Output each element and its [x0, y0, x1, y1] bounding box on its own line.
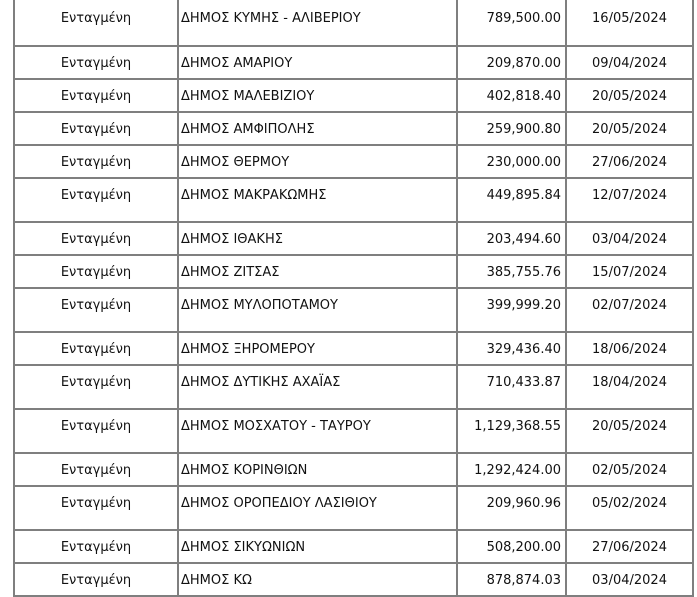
- municipality-cell: ΔΗΜΟΣ ΑΜΑΡΙΟΥ: [177, 45, 458, 80]
- date-cell: 20/05/2024: [565, 78, 694, 113]
- date-cell: 20/05/2024: [565, 408, 694, 454]
- municipality-cell: ΔΗΜΟΣ ΜΥΛΟΠΟΤΑΜΟΥ: [177, 287, 458, 333]
- table-row: Ενταγμένη ΔΗΜΟΣ ΜΟΣΧΑΤΟΥ - ΤΑΥΡΟΥ 1,129,36…: [13, 408, 694, 454]
- municipality-cell: ΔΗΜΟΣ ΞΗΡΟΜΕΡΟΥ: [177, 331, 458, 366]
- table-row: Ενταγμένη ΔΗΜΟΣ ΚΩ 878,874.03 03/04/2024: [13, 562, 694, 597]
- municipality-cell: ΔΗΜΟΣ ΟΡΟΠΕΔΙΟΥ ΛΑΣΙΘΙΟΥ: [177, 485, 458, 531]
- status-cell: Ενταγμένη: [13, 177, 179, 223]
- amount-cell: 329,436.40: [456, 331, 567, 366]
- table-row: Ενταγμένη ΔΗΜΟΣ ΑΜΑΡΙΟΥ 209,870.00 09/04/20…: [13, 45, 694, 80]
- status-cell: Ενταγμένη: [13, 254, 179, 289]
- date-cell: 20/05/2024: [565, 111, 694, 146]
- municipality-cell: ΔΗΜΟΣ ΑΜΦΙΠΟΛΗΣ: [177, 111, 458, 146]
- municipality-cell: ΔΗΜΟΣ ΜΟΣΧΑΤΟΥ - ΤΑΥΡΟΥ: [177, 408, 458, 454]
- status-cell: Ενταγμένη: [13, 78, 179, 113]
- amount-cell: 1,292,424.00: [456, 452, 567, 487]
- municipality-cell: ΔΗΜΟΣ ΜΑΚΡΑΚΩΜΗΣ: [177, 177, 458, 223]
- amount-cell: 203,494.60: [456, 221, 567, 256]
- table-row: Ενταγμένη ΔΗΜΟΣ ΙΘΑΚΗΣ 203,494.60 03/04/202…: [13, 221, 694, 256]
- status-cell: Ενταγμένη: [13, 452, 179, 487]
- status-cell: Ενταγμένη: [13, 221, 179, 256]
- municipality-cell: ΔΗΜΟΣ ΙΘΑΚΗΣ: [177, 221, 458, 256]
- date-cell: 27/06/2024: [565, 144, 694, 179]
- status-cell: Ενταγμένη: [13, 144, 179, 179]
- amount-cell: 385,755.76: [456, 254, 567, 289]
- municipality-cell: ΔΗΜΟΣ ΜΑΛΕΒΙΖΙΟΥ: [177, 78, 458, 113]
- amount-cell: 710,433.87: [456, 364, 567, 410]
- municipality-cell: ΔΗΜΟΣ ΣΙΚΥΩΝΙΩΝ: [177, 529, 458, 564]
- date-cell: 18/04/2024: [565, 364, 694, 410]
- municipality-cell: ΔΗΜΟΣ ΚΥΜΗΣ - ΑΛΙΒΕΡΙΟΥ: [177, 0, 458, 47]
- status-cell: Ενταγμένη: [13, 529, 179, 564]
- date-cell: 02/05/2024: [565, 452, 694, 487]
- municipality-cell: ΔΗΜΟΣ ΚΟΡΙΝΘΙΩΝ: [177, 452, 458, 487]
- amount-cell: 1,129,368.55: [456, 408, 567, 454]
- amount-cell: 259,900.80: [456, 111, 567, 146]
- date-cell: 12/07/2024: [565, 177, 694, 223]
- status-cell: Ενταγμένη: [13, 485, 179, 531]
- date-cell: 09/04/2024: [565, 45, 694, 80]
- amount-cell: 878,874.03: [456, 562, 567, 597]
- amount-cell: 449,895.84: [456, 177, 567, 223]
- date-cell: 05/02/2024: [565, 485, 694, 531]
- municipality-cell: ΔΗΜΟΣ ΘΕΡΜΟΥ: [177, 144, 458, 179]
- amount-cell: 402,818.40: [456, 78, 567, 113]
- table-row: Ενταγμένη ΔΗΜΟΣ ΘΕΡΜΟΥ 230,000.00 27/06/202…: [13, 144, 694, 179]
- amount-cell: 399,999.20: [456, 287, 567, 333]
- date-cell: 03/04/2024: [565, 562, 694, 597]
- table-row: Ενταγμένη ΔΗΜΟΣ ΚΟΡΙΝΘΙΩΝ 1,292,424.00 02/0…: [13, 452, 694, 487]
- table-row: Ενταγμένη ΔΗΜΟΣ ΚΥΜΗΣ - ΑΛΙΒΕΡΙΟΥ 789,500.…: [13, 0, 694, 47]
- status-cell: Ενταγμένη: [13, 364, 179, 410]
- status-cell: Ενταγμένη: [13, 408, 179, 454]
- municipality-cell: ΔΗΜΟΣ ΚΩ: [177, 562, 458, 597]
- amount-cell: 789,500.00: [456, 0, 567, 47]
- amount-cell: 209,870.00: [456, 45, 567, 80]
- table-row: Ενταγμένη ΔΗΜΟΣ ΣΙΚΥΩΝΙΩΝ 508,200.00 27/06/…: [13, 529, 694, 564]
- status-cell: Ενταγμένη: [13, 287, 179, 333]
- status-cell: Ενταγμένη: [13, 111, 179, 146]
- status-cell: Ενταγμένη: [13, 45, 179, 80]
- date-cell: 02/07/2024: [565, 287, 694, 333]
- table-row: Ενταγμένη ΔΗΜΟΣ ΜΥΛΟΠΟΤΑΜΟΥ 399,999.20 02/0…: [13, 287, 694, 333]
- amount-cell: 230,000.00: [456, 144, 567, 179]
- date-cell: 18/06/2024: [565, 331, 694, 366]
- table-row: Ενταγμένη ΔΗΜΟΣ ΑΜΦΙΠΟΛΗΣ 259,900.80 20/05/…: [13, 111, 694, 146]
- amount-cell: 209,960.96: [456, 485, 567, 531]
- table-row: Ενταγμένη ΔΗΜΟΣ ΟΡΟΠΕΔΙΟΥ ΛΑΣΙΘΙΟΥ 209,960…: [13, 485, 694, 531]
- status-cell: Ενταγμένη: [13, 0, 179, 47]
- table-row: Ενταγμένη ΔΗΜΟΣ ΜΑΛΕΒΙΖΙΟΥ 402,818.40 20/05…: [13, 78, 694, 113]
- amount-cell: 508,200.00: [456, 529, 567, 564]
- projects-table: Ενταγμένη ΔΗΜΟΣ ΚΥΜΗΣ - ΑΛΙΒΕΡΙΟΥ 789,500.…: [13, 0, 694, 597]
- status-cell: Ενταγμένη: [13, 562, 179, 597]
- table-row: Ενταγμένη ΔΗΜΟΣ ΜΑΚΡΑΚΩΜΗΣ 449,895.84 12/07…: [13, 177, 694, 223]
- table-row: Ενταγμένη ΔΗΜΟΣ ΞΗΡΟΜΕΡΟΥ 329,436.40 18/06/…: [13, 331, 694, 366]
- municipality-cell: ΔΗΜΟΣ ΔΥΤΙΚΗΣ ΑΧΑΪΑΣ: [177, 364, 458, 410]
- date-cell: 27/06/2024: [565, 529, 694, 564]
- status-cell: Ενταγμένη: [13, 331, 179, 366]
- date-cell: 03/04/2024: [565, 221, 694, 256]
- date-cell: 15/07/2024: [565, 254, 694, 289]
- date-cell: 16/05/2024: [565, 0, 694, 47]
- table-row: Ενταγμένη ΔΗΜΟΣ ΖΙΤΣΑΣ 385,755.76 15/07/202…: [13, 254, 694, 289]
- table-row: Ενταγμένη ΔΗΜΟΣ ΔΥΤΙΚΗΣ ΑΧΑΪΑΣ 710,433.87 1…: [13, 364, 694, 410]
- municipality-cell: ΔΗΜΟΣ ΖΙΤΣΑΣ: [177, 254, 458, 289]
